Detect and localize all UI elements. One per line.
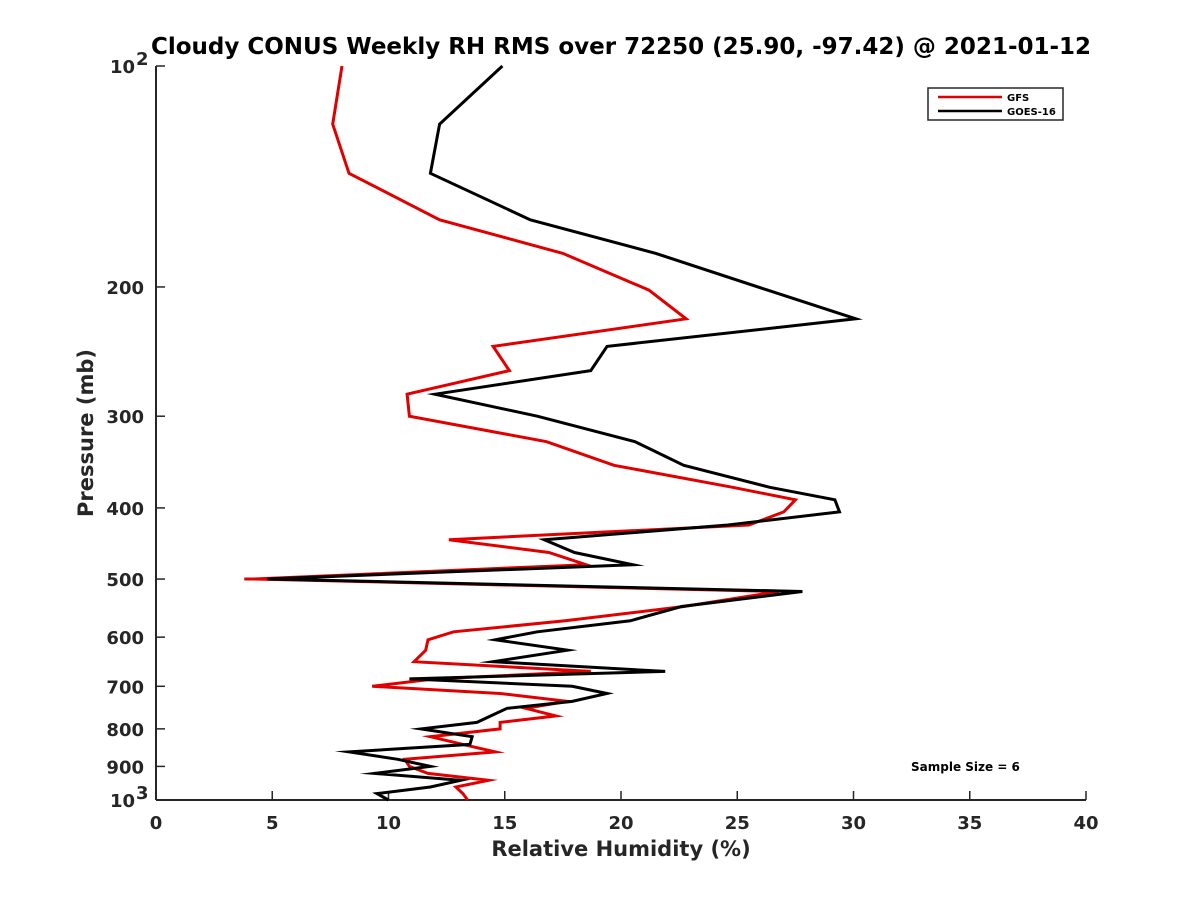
y-tick-label: 700: [106, 677, 144, 698]
x-tick-label: 20: [608, 813, 633, 834]
series-lines: [244, 64, 863, 802]
series-line-gfs: [244, 65, 799, 801]
y-tick-label: 800: [106, 720, 144, 741]
x-tick-label: 40: [1073, 813, 1098, 834]
x-tick-label: 15: [492, 813, 517, 834]
chart-title: Cloudy CONUS Weekly RH RMS over 72250 (2…: [151, 34, 1091, 60]
y-axis-label: Pressure (mb): [74, 349, 98, 517]
y-tick-label: 10: [110, 791, 135, 812]
y-tick-label: 500: [106, 570, 144, 591]
y-tick-label: 400: [106, 499, 144, 520]
x-tick-label: 30: [841, 813, 866, 834]
y-tick-exponent: 2: [136, 49, 149, 70]
y-tick-exponent: 3: [136, 783, 149, 804]
legend-box: [927, 87, 1064, 121]
x-tick-label: 0: [150, 813, 163, 834]
y-tick-label: 600: [106, 628, 144, 649]
sample-size-annotation: Sample Size = 6: [911, 760, 1020, 774]
x-axis-label: Relative Humidity (%): [491, 837, 750, 861]
plot-area: 0 5 10 15 20 25 30 35 40 10 220030040050060070080…: [106, 49, 1098, 834]
legend: GFS GOES-16: [927, 87, 1064, 121]
y-tick-label: 10: [110, 57, 135, 78]
y-tick-label: 300: [106, 407, 144, 428]
x-tick-label: 25: [725, 813, 750, 834]
legend-label-gfs: GFS: [1007, 93, 1029, 104]
y-tick-label: 200: [106, 278, 144, 299]
y-tick-label: 900: [106, 757, 144, 778]
x-tick-label: 35: [957, 813, 982, 834]
x-tick-label: 5: [266, 813, 279, 834]
series-line-goes16: [267, 64, 863, 802]
x-tick-label: 10: [376, 813, 401, 834]
x-ticks: 0 5 10 15 20 25 30 35 40: [150, 791, 1099, 834]
legend-label-goes16: GOES-16: [1007, 107, 1056, 118]
